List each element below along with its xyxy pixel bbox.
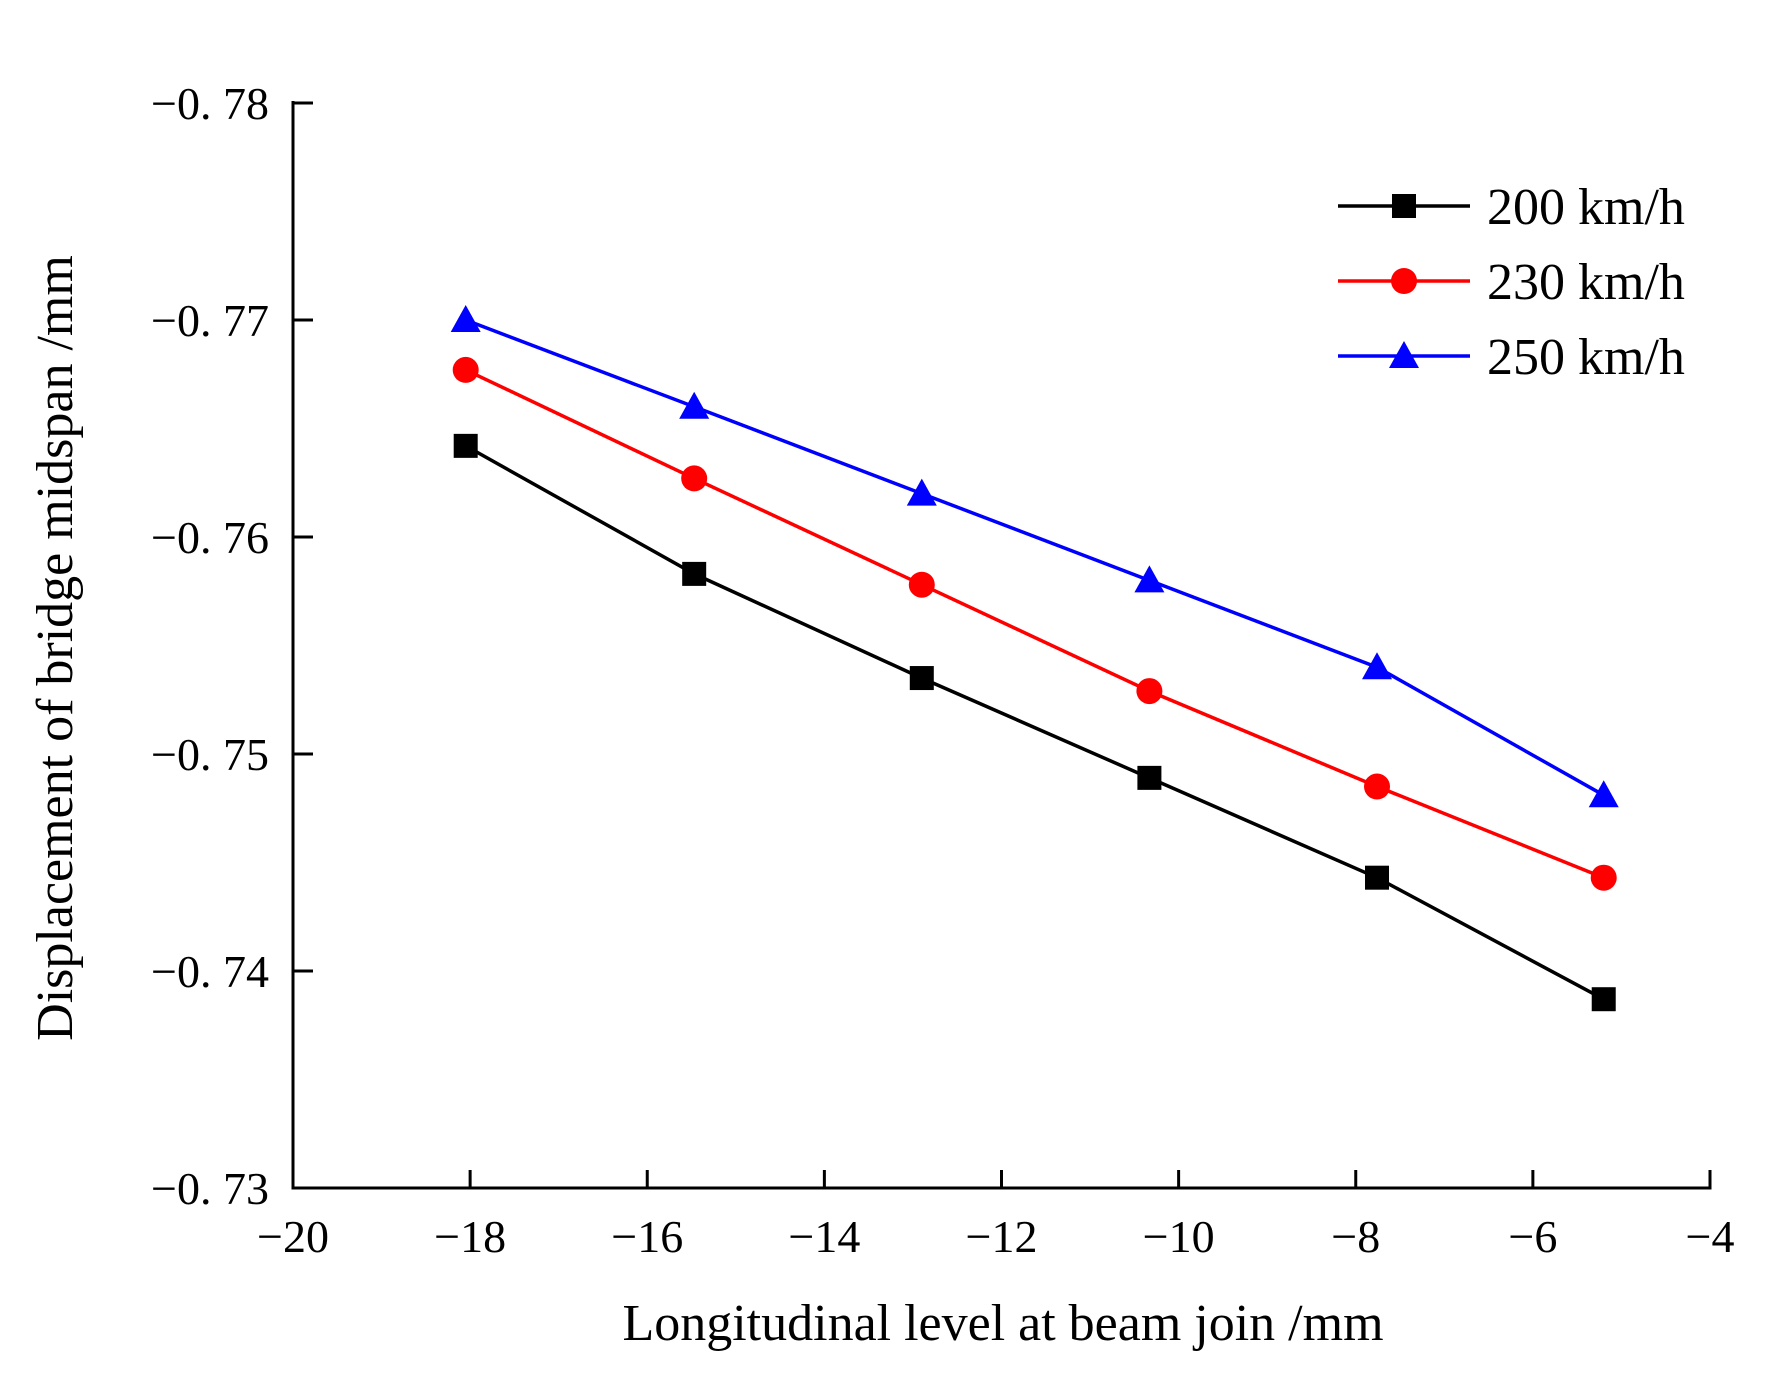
legend-marker <box>1392 194 1416 218</box>
series-1 <box>452 356 1617 891</box>
y-axis-title: Displacement of bridge midspan /mm <box>27 255 84 1041</box>
data-point <box>1365 865 1390 890</box>
series-0 <box>453 433 1616 1012</box>
y-tick-label: −0. 77 <box>151 295 269 346</box>
data-point <box>1588 780 1619 808</box>
y-tick-label: −0. 76 <box>151 512 269 563</box>
x-tick-label: −4 <box>1686 1211 1735 1262</box>
data-point <box>1137 765 1162 790</box>
x-tick-label: −12 <box>966 1211 1038 1262</box>
data-point <box>1590 864 1617 891</box>
legend-label: 230 km/h <box>1487 254 1685 311</box>
x-tick-label: −10 <box>1143 1211 1215 1262</box>
data-point <box>681 465 708 492</box>
legend-label: 250 km/h <box>1487 329 1685 386</box>
data-point <box>909 666 934 691</box>
x-tick-label: −14 <box>788 1211 860 1262</box>
x-axis-title: Longitudinal level at beam join /mm <box>622 1295 1383 1352</box>
data-point <box>1136 678 1163 705</box>
legend-item: 250 km/h <box>1338 329 1685 386</box>
x-tick-label: −18 <box>434 1211 506 1262</box>
data-point <box>906 478 937 506</box>
series-line <box>465 318 1605 797</box>
y-tick-label: −0. 73 <box>151 1163 269 1214</box>
x-tick-label: −20 <box>257 1211 329 1262</box>
x-tick-label: −6 <box>1508 1211 1557 1262</box>
x-tick-label: −16 <box>611 1211 683 1262</box>
series-2 <box>450 305 1619 808</box>
data-point <box>450 305 481 332</box>
data-point <box>1362 652 1393 680</box>
x-tick-label: −8 <box>1331 1211 1380 1262</box>
y-tick-label: −0. 75 <box>151 729 269 780</box>
data-point <box>1364 773 1391 800</box>
data-point <box>682 561 707 586</box>
y-tick-label: −0. 78 <box>151 78 269 129</box>
data-point <box>679 391 710 419</box>
legend: 200 km/h 230 km/h 250 km/h <box>1338 179 1685 386</box>
data-point <box>452 356 479 383</box>
data-point <box>1134 565 1165 593</box>
legend-marker <box>1391 268 1417 294</box>
x-axis-ticks: −20 −18 −16 −14 −12 −10 −8 −6 −4 <box>257 1170 1734 1262</box>
legend-item: 230 km/h <box>1338 254 1685 311</box>
series-layer <box>450 305 1619 1012</box>
series-line <box>464 444 1605 1001</box>
data-point <box>1591 987 1616 1012</box>
y-axis-ticks: −0. 73 −0. 74 −0. 75 −0. 76 −0. 77 −0. 78 <box>151 78 313 1214</box>
data-point <box>453 433 478 458</box>
legend-label: 200 km/h <box>1487 179 1685 236</box>
series-line <box>464 368 1605 880</box>
legend-item: 200 km/h <box>1338 179 1685 236</box>
legend-marker <box>1389 341 1419 368</box>
y-tick-label: −0. 74 <box>151 946 269 997</box>
data-point <box>908 571 935 598</box>
